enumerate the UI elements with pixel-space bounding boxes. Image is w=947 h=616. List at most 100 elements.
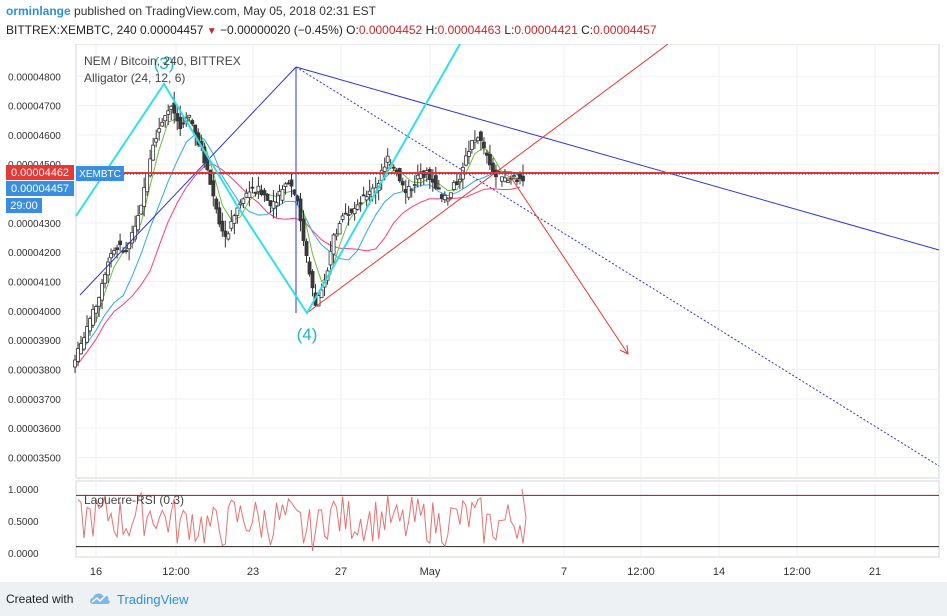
candle-body (283, 183, 288, 187)
candle-body (91, 308, 95, 326)
candle-body (439, 194, 444, 199)
candle-body (136, 215, 141, 231)
candle-body (476, 137, 480, 142)
candle-body (232, 215, 237, 224)
time-tick-label: 12:00 (162, 566, 190, 578)
candle-body (157, 128, 162, 133)
candle-body (352, 208, 357, 215)
rsi-tick-label: 0.5000 (8, 517, 39, 528)
price-tick-label: 0.00004700 (8, 102, 61, 113)
price-tick-label: 0.00003900 (8, 336, 61, 347)
candle-body (79, 343, 83, 355)
last-price: 0.00004457 (140, 23, 204, 37)
candle-body (454, 181, 459, 186)
rsi-line (77, 488, 527, 551)
chart-title: NEM / Bitcoin, 240, BITTREX (84, 54, 241, 68)
candle-body (148, 158, 153, 177)
price-tick-label: 0.00003800 (8, 366, 61, 377)
candle-body (289, 179, 294, 187)
candle-body (500, 176, 504, 182)
candle-body (491, 162, 495, 173)
candle-body (301, 218, 306, 241)
close-value: 0.00004457 (593, 23, 657, 37)
candle-body (247, 191, 252, 198)
candle-body (286, 182, 291, 185)
candle-body (340, 215, 345, 220)
price-tick-label: 0.00004600 (8, 131, 61, 142)
low-label: L: (504, 23, 515, 37)
candle-body (343, 212, 348, 215)
candle-body (109, 253, 113, 259)
tradingview-link[interactable]: TradingView (117, 592, 189, 607)
candle-body (178, 116, 183, 130)
target-arrowhead-icon (619, 344, 629, 355)
candle-body (433, 175, 438, 189)
candle-body (145, 173, 150, 193)
time-tick-label: 12:00 (783, 566, 811, 578)
candle-body (241, 198, 246, 204)
candle-body (512, 175, 516, 178)
candle-body (334, 233, 339, 237)
low-value: 0.00004421 (514, 23, 578, 37)
publish-info: published on TradingView.com, May 05, 20… (74, 4, 376, 18)
price-axis[interactable]: 0.000048000.000047000.000046000.00004500… (8, 72, 61, 560)
time-axis[interactable]: 16 12:00 23 27 May 7 12:00 14 12:00 21 (90, 566, 881, 578)
time-tick-label: May (420, 566, 441, 578)
candle-body (229, 220, 234, 229)
candle-body (412, 184, 417, 186)
candle-body (142, 186, 147, 207)
candle-body (268, 200, 273, 207)
candle-body (115, 247, 119, 250)
chart-header: orminlange published on TradingView.com,… (0, 0, 947, 44)
main-pane[interactable] (75, 43, 940, 479)
symbol-line: BITTREX:XEMBTC, 240 0.00004457 ▼ −0.0000… (6, 23, 657, 37)
candle-body (85, 326, 89, 343)
tradingview-cloud-icon (90, 593, 110, 604)
candle-body (235, 207, 240, 216)
rsi-pane[interactable] (75, 480, 940, 558)
candle-body (169, 105, 174, 110)
candle-body (361, 194, 366, 197)
candle-body (364, 196, 369, 201)
candle-body (256, 185, 261, 193)
candle-body (485, 152, 489, 156)
candle-body (175, 113, 180, 122)
rsi-label: Laguerre-RSI (0.3) (84, 493, 184, 507)
last-price-tag (6, 181, 74, 196)
candle-body (400, 181, 405, 186)
candle-body (466, 151, 471, 157)
candle-body (163, 115, 168, 122)
symbol-tag-text: XEMBTC (79, 169, 121, 180)
last-price-tag-text: 0.00004457 (11, 183, 69, 195)
candle-body (250, 186, 255, 189)
candle-body (397, 168, 402, 182)
grid (76, 44, 939, 557)
target-arrow-line (509, 175, 629, 355)
price-chart[interactable]: 0.000048000.000047000.000046000.00004500… (0, 43, 947, 580)
candle-body (463, 155, 468, 166)
author-link[interactable]: orminlange (6, 4, 71, 18)
candle-body (442, 195, 447, 201)
candle-body (100, 283, 104, 301)
countdown-tag (6, 198, 42, 213)
candle-body (274, 202, 279, 207)
current-price-tag (6, 165, 74, 180)
candle-body (482, 141, 486, 149)
time-tick-label: 23 (247, 566, 259, 578)
candle-body (469, 140, 474, 151)
candle-body (124, 250, 129, 252)
price-change: −0.00000020 (−0.45%) (220, 23, 343, 37)
chart-area[interactable]: 0.000048000.000047000.000046000.00004500… (0, 43, 947, 580)
blue-up-trendline (79, 66, 297, 296)
candle-body (406, 186, 411, 198)
candle-body (280, 188, 285, 201)
elliott-wave-line (75, 43, 461, 315)
candle-body (385, 155, 390, 163)
laguerre-rsi (76, 488, 939, 551)
candle-body (160, 121, 165, 127)
candle-body (403, 189, 408, 194)
candle-body (415, 174, 420, 180)
publish-line: orminlange published on TradingView.com,… (6, 4, 376, 18)
candle-body (331, 234, 336, 255)
candle-body (349, 208, 354, 213)
